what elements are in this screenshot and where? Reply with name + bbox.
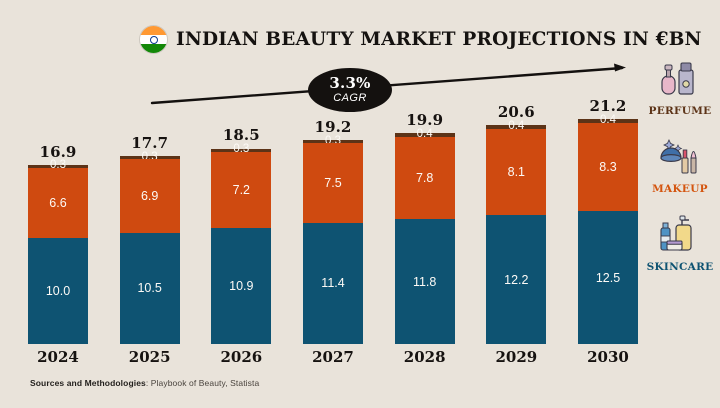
bar-segment-value: 6.6 bbox=[49, 195, 67, 210]
stacked-bar-2026[interactable]: 0.3 7.2 10.9 bbox=[211, 143, 272, 344]
bar-segment-value: 8.3 bbox=[599, 160, 617, 175]
skincare-bottle-icon bbox=[656, 214, 704, 258]
bar-segment-value: 7.2 bbox=[232, 183, 251, 198]
x-tick-2025: 2025 bbox=[128, 348, 171, 366]
source-note-separator: : bbox=[145, 378, 151, 388]
bar-segment-value: 0.4 bbox=[416, 127, 433, 140]
bar-total-label: 16.9 bbox=[39, 142, 77, 161]
stacked-bar-2027[interactable]: 0.3 7.5 11.4 bbox=[303, 135, 363, 344]
stacked-bar-2025[interactable]: 0.3 6.9 10.5 bbox=[119, 151, 180, 344]
bar-segment-makeup[interactable]: 7.2 bbox=[211, 151, 272, 229]
x-tick-2030: 2030 bbox=[587, 348, 629, 366]
bar-segment-perfume[interactable]: 0.4 bbox=[578, 114, 638, 126]
bar-segment-value: 11.8 bbox=[412, 274, 437, 289]
legend-item-makeup[interactable]: MAKEUP bbox=[644, 136, 716, 195]
bar-segment-value: 6.9 bbox=[140, 188, 159, 203]
bar-segment-makeup[interactable]: 6.6 bbox=[28, 167, 88, 238]
perfume-bottle-icon bbox=[657, 58, 703, 102]
stacked-bar-2029[interactable]: 0.4 8.1 12.2 bbox=[486, 120, 547, 344]
bar-segment-value: 0.4 bbox=[508, 120, 525, 133]
bar-segment-value: 10.5 bbox=[137, 281, 162, 296]
bar-segment-makeup[interactable]: 6.9 bbox=[119, 159, 180, 233]
bar-segment-value: 7.8 bbox=[415, 171, 434, 186]
bar-segment-makeup[interactable]: 7.8 bbox=[394, 136, 455, 220]
bar-segment-value: 0.4 bbox=[600, 114, 616, 127]
bar-segment-value: 11.4 bbox=[321, 276, 345, 291]
bar-segment-skincare[interactable]: 12.2 bbox=[486, 215, 547, 344]
x-axis-tick-labels: 2024 2025 2026 2027 2028 2029 2030 bbox=[28, 348, 638, 372]
bar-segment-perfume[interactable]: 0.4 bbox=[394, 128, 455, 140]
bar-total-label: 17.7 bbox=[131, 134, 169, 153]
bar-segment-makeup[interactable]: 8.1 bbox=[486, 129, 547, 216]
bar-segment-skincare[interactable]: 12.5 bbox=[578, 211, 638, 344]
bar-total-label: 19.2 bbox=[314, 118, 352, 137]
legend-label-perfume: PERFUME bbox=[648, 105, 712, 117]
bar-segment-skincare[interactable]: 10.5 bbox=[119, 232, 180, 344]
bar-total-label: 20.6 bbox=[497, 103, 535, 122]
bar-segment-makeup[interactable]: 8.3 bbox=[578, 123, 638, 212]
bar-segment-value: 10.9 bbox=[229, 279, 254, 294]
x-tick-2028: 2028 bbox=[403, 348, 446, 366]
x-tick-2026: 2026 bbox=[220, 348, 263, 366]
cagr-value: 3.3% bbox=[329, 74, 371, 92]
india-flag-icon bbox=[140, 26, 167, 53]
bar-segment-skincare[interactable]: 11.8 bbox=[394, 219, 455, 344]
page-title: INDIAN BEAUTY MARKET PROJECTIONS IN €BN bbox=[176, 29, 702, 50]
legend-label-makeup: MAKEUP bbox=[652, 183, 708, 195]
bar-total-label: 18.5 bbox=[222, 125, 260, 144]
source-note-label: Sources and Methodologies bbox=[30, 378, 146, 388]
chart-legend: PERFUME MAKEUP bbox=[644, 58, 716, 292]
legend-item-perfume[interactable]: PERFUME bbox=[644, 58, 716, 117]
bar-chart-plot: 16.9 0.3 6.6 10.0 17.7 0.3 6.9 10.5 18.5 0.3 7.2 10… bbox=[28, 97, 638, 344]
x-tick-2024: 2024 bbox=[37, 348, 79, 366]
bar-total-label: 21.2 bbox=[589, 96, 627, 115]
bar-segment-value: 10.0 bbox=[45, 283, 71, 298]
bar-segment-skincare[interactable]: 10.9 bbox=[211, 228, 272, 344]
bar-segment-value: 12.2 bbox=[504, 272, 529, 287]
chart-header: INDIAN BEAUTY MARKET PROJECTIONS IN €BN bbox=[140, 26, 702, 53]
x-tick-2027: 2027 bbox=[312, 348, 354, 366]
source-note-value: Playbook of Beauty, Statista bbox=[150, 378, 260, 388]
x-tick-2029: 2029 bbox=[495, 348, 538, 366]
bar-segment-value: 8.1 bbox=[507, 165, 526, 180]
bar-segment-value: 7.5 bbox=[324, 176, 342, 191]
legend-item-skincare[interactable]: SKINCARE bbox=[644, 214, 716, 273]
bar-segment-skincare[interactable]: 11.4 bbox=[303, 222, 363, 344]
source-note: Sources and Methodologies: Playbook of B… bbox=[30, 378, 259, 388]
bar-total-label: 19.9 bbox=[406, 110, 444, 129]
cagr-badge: 3.3% CAGR bbox=[308, 68, 392, 112]
stacked-bar-2028[interactable]: 0.4 7.8 11.8 bbox=[394, 128, 455, 344]
stacked-bar-2024[interactable]: 0.3 6.6 10.0 bbox=[28, 159, 88, 344]
cagr-label: CAGR bbox=[333, 92, 367, 104]
bar-segment-value: 12.5 bbox=[595, 270, 621, 285]
bar-segment-skincare[interactable]: 10.0 bbox=[28, 237, 88, 344]
bar-segment-makeup[interactable]: 7.5 bbox=[303, 143, 363, 223]
bar-segment-perfume[interactable]: 0.4 bbox=[486, 120, 547, 132]
legend-label-skincare: SKINCARE bbox=[646, 261, 714, 273]
makeup-brush-icon bbox=[655, 136, 705, 180]
stacked-bar-2030[interactable]: 0.4 8.3 12.5 bbox=[578, 114, 638, 344]
